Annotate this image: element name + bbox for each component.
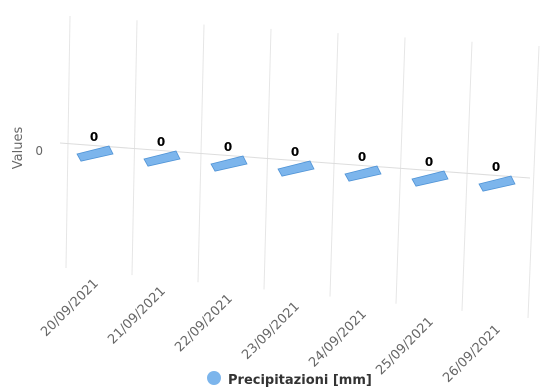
x-tick-label: 25/09/2021	[373, 315, 437, 379]
grid-line	[131, 20, 138, 276]
grid-line	[329, 33, 339, 297]
x-tick-label: 23/09/2021	[239, 299, 303, 363]
data-label: 0	[90, 130, 98, 144]
x-tick-label: 26/09/2021	[440, 322, 504, 386]
bar[interactable]	[143, 150, 181, 167]
chart-baseline	[59, 142, 531, 179]
baseline-line	[59, 142, 531, 179]
bar[interactable]	[411, 170, 449, 187]
grid-line	[395, 37, 406, 304]
legend-marker	[207, 371, 221, 385]
bars-layer	[76, 145, 516, 192]
data-label: 0	[358, 150, 366, 164]
x-tick-label: 21/09/2021	[105, 284, 169, 348]
legend-label: Precipitazioni [mm]	[228, 373, 372, 388]
bar[interactable]	[76, 145, 114, 162]
data-label: 0	[157, 135, 165, 149]
bar[interactable]	[277, 160, 315, 177]
x-tick-label: 22/09/2021	[172, 292, 236, 356]
x-tick-label: 24/09/2021	[306, 307, 370, 371]
y-tick-label: 0	[35, 144, 43, 158]
bar[interactable]	[478, 175, 516, 192]
data-label: 0	[291, 145, 299, 159]
data-labels-layer: 0 0 0 0 0 0 0	[90, 130, 500, 174]
grid-line	[65, 15, 71, 269]
x-tick-label: 20/09/2021	[38, 276, 102, 340]
y-axis-title: Values	[11, 127, 26, 170]
bar[interactable]	[344, 165, 382, 182]
grid-line	[461, 41, 473, 311]
grid-line	[527, 45, 540, 319]
bar[interactable]	[210, 155, 248, 172]
legend[interactable]: Precipitazioni [mm]	[207, 371, 372, 388]
data-label: 0	[425, 155, 433, 169]
grid-line	[263, 28, 272, 290]
x-axis-labels: 20/09/2021 21/09/2021 22/09/2021 23/09/2021…	[38, 276, 504, 386]
data-label: 0	[224, 140, 232, 154]
data-label: 0	[492, 160, 500, 174]
